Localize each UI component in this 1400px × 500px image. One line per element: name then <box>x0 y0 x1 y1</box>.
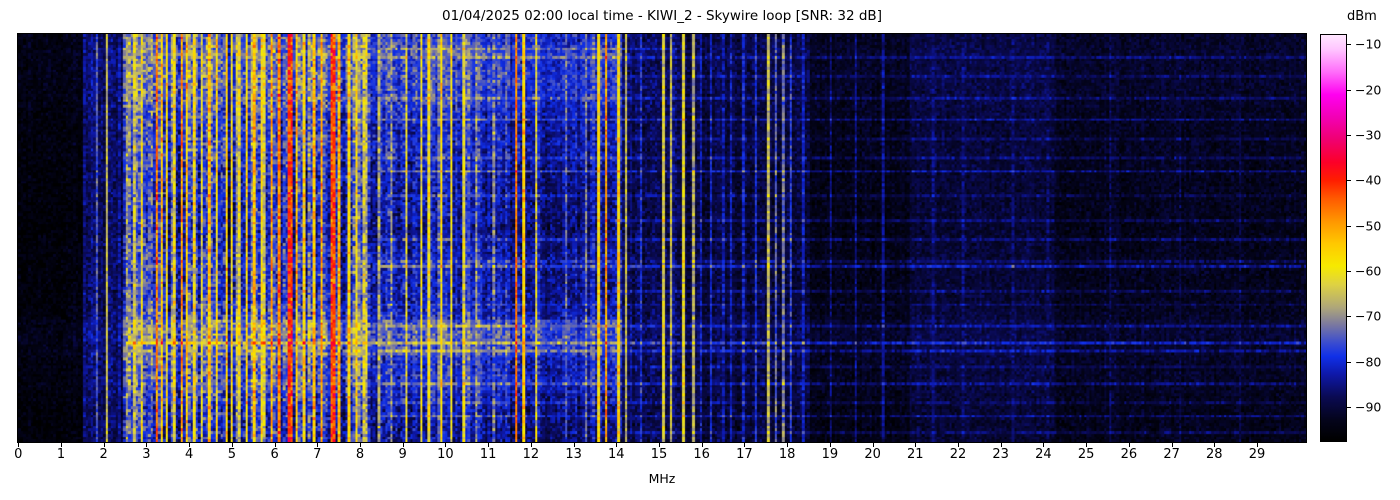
x-tick-label: 6 <box>270 447 279 462</box>
x-tick-label: 19 <box>821 447 839 462</box>
colorbar <box>1320 34 1347 442</box>
colorbar-tick-label: −40 <box>1355 172 1382 188</box>
colorbar-tick-mark <box>1347 44 1351 46</box>
x-tick-label: 24 <box>1035 447 1052 462</box>
x-tick-mark <box>360 443 361 447</box>
x-tick-mark <box>231 443 233 447</box>
x-tick-label: 5 <box>227 447 237 462</box>
x-tick-label: 14 <box>608 447 625 462</box>
x-tick-label: 26 <box>1120 447 1138 462</box>
colorbar-tick-mark <box>1347 270 1351 272</box>
x-tick-label: 27 <box>1163 447 1180 462</box>
colorbar-tick-mark <box>1347 225 1351 227</box>
x-tick-mark <box>744 443 746 447</box>
x-tick-mark <box>317 443 319 447</box>
x-tick-mark <box>573 443 575 447</box>
spectrogram-canvas <box>18 34 1306 442</box>
x-tick-mark <box>1000 443 1002 447</box>
x-tick-mark <box>1043 443 1045 447</box>
x-tick-mark <box>787 443 789 447</box>
colorbar-tick-label: −50 <box>1355 218 1382 233</box>
colorbar-tick-label: −90 <box>1355 399 1382 415</box>
x-tick-label: 2 <box>99 447 108 462</box>
x-tick-mark <box>189 443 191 447</box>
x-tick-label: 17 <box>736 447 753 462</box>
x-tick-mark <box>659 443 660 447</box>
x-tick-label: 16 <box>693 447 710 462</box>
x-tick-label: 15 <box>650 447 668 462</box>
x-tick-label: 3 <box>142 447 151 462</box>
x-tick-mark <box>958 443 959 447</box>
x-tick-label: 11 <box>479 447 497 462</box>
x-tick-mark <box>103 443 105 447</box>
colorbar-tick-label: −20 <box>1355 82 1382 97</box>
x-tick-label: 9 <box>398 447 407 462</box>
x-tick-mark <box>915 443 917 447</box>
x-tick-label: 12 <box>522 447 540 462</box>
x-tick-mark <box>530 443 532 447</box>
x-tick-mark <box>1086 443 1088 447</box>
colorbar-title: dBm <box>1347 9 1377 24</box>
x-tick-mark <box>829 443 831 447</box>
plot-area <box>17 33 1307 443</box>
x-tick-label: 4 <box>184 447 194 462</box>
x-tick-mark <box>1214 443 1216 447</box>
x-tick-mark <box>1257 443 1258 447</box>
x-tick-mark <box>402 443 404 447</box>
colorbar-tick-label: −10 <box>1355 36 1382 52</box>
x-tick-label: 28 <box>1206 447 1223 462</box>
x-tick-label: 7 <box>313 447 322 462</box>
x-axis-label: MHz <box>648 471 676 486</box>
x-tick-mark <box>61 443 62 447</box>
x-tick-label: 20 <box>864 447 881 462</box>
x-tick-label: 10 <box>437 447 454 462</box>
colorbar-tick-mark <box>1347 406 1351 408</box>
x-tick-label: 29 <box>1248 447 1266 462</box>
x-tick-label: 25 <box>1077 447 1095 462</box>
x-tick-label: 22 <box>949 447 967 462</box>
colorbar-tick-label: −30 <box>1355 127 1382 143</box>
x-tick-mark <box>274 443 276 447</box>
colorbar-tick-mark <box>1347 180 1351 182</box>
colorbar-tick-mark <box>1347 316 1351 318</box>
colorbar-tick-mark <box>1347 361 1351 363</box>
chart-title: 01/04/2025 02:00 local time - KIWI_2 - S… <box>442 8 882 24</box>
x-tick-mark <box>1128 443 1130 447</box>
x-tick-mark <box>872 443 874 447</box>
x-tick-mark <box>18 443 20 447</box>
x-tick-label: 23 <box>992 447 1009 462</box>
x-tick-mark <box>488 443 490 447</box>
colorbar-tick-mark <box>1347 89 1351 91</box>
x-tick-mark <box>1171 443 1173 447</box>
x-tick-mark <box>146 443 148 447</box>
colorbar-tick-label: −70 <box>1355 308 1382 324</box>
x-tick-mark <box>701 443 703 447</box>
x-tick-label: 8 <box>355 447 365 462</box>
x-tick-label: 13 <box>565 447 582 462</box>
x-tick-label: 21 <box>907 447 924 462</box>
x-tick-label: 18 <box>778 447 796 462</box>
x-tick-mark <box>445 443 447 447</box>
colorbar-tick-mark <box>1347 134 1351 136</box>
colorbar-tick-label: −60 <box>1355 263 1382 279</box>
x-tick-mark <box>616 443 618 447</box>
colorbar-tick-label: −80 <box>1355 354 1382 369</box>
colorbar-gradient <box>1321 35 1346 441</box>
x-tick-label: 1 <box>56 447 66 462</box>
x-tick-label: 0 <box>14 447 23 462</box>
